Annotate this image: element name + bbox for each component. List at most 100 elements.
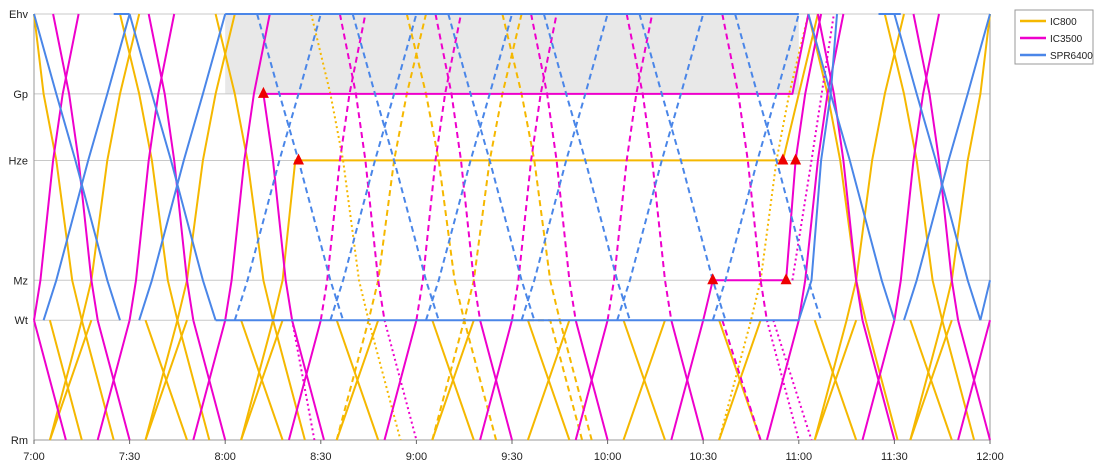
train-path-ic800-6 xyxy=(781,13,819,161)
train-path-ic800-8 xyxy=(405,13,498,441)
train-path-spr6400-15 xyxy=(542,13,631,321)
train-path-ic800-15 xyxy=(807,13,899,441)
train-path-ic800-37 xyxy=(527,319,584,441)
train-path-ic800-16 xyxy=(883,13,976,441)
legend: IC800 IC3500 SPR6400 xyxy=(1014,9,1094,65)
train-path-spr6400-16 xyxy=(638,13,727,321)
series-layer xyxy=(33,13,991,441)
train-path-ic3500-36 xyxy=(479,319,513,441)
train-path-ic3500-40 xyxy=(861,319,896,441)
train-path-ic800-32 xyxy=(526,319,571,441)
x-tick-label-11-00: 11:00 xyxy=(785,451,812,463)
train-path-spr6400-14 xyxy=(447,13,536,321)
train-path-ic800-0 xyxy=(33,13,115,441)
train-path-spr6400-9 xyxy=(425,13,513,321)
train-path-ic3500-18 xyxy=(816,13,864,321)
train-path-ic800-34 xyxy=(718,319,762,441)
train-path-ic3500-12 xyxy=(415,13,462,321)
train-path-ic3500-14 xyxy=(606,13,654,321)
train-path-ic3500-32 xyxy=(96,319,131,441)
train-path-ic800-14 xyxy=(909,13,991,441)
axis-layer: Ehv Gp Hze Mz Wt Rm 7:00 7:30 8:00 8:30 9:00 9:30 10… xyxy=(8,9,1003,463)
disruption-marker-0 xyxy=(257,86,269,98)
disruption-marker-5 xyxy=(780,273,792,285)
train-path-spr6400-18 xyxy=(734,13,823,321)
train-path-ic3500-38 xyxy=(670,319,705,441)
train-path-spr6400-2 xyxy=(42,13,131,321)
disruption-marker-4 xyxy=(707,273,719,285)
train-path-ic3500-1 xyxy=(147,13,195,321)
train-path-ic800-27 xyxy=(48,319,93,441)
train-path-ic3500-11 xyxy=(319,13,367,321)
series-spr6400 xyxy=(33,13,991,322)
x-tick-label-10-00: 10:00 xyxy=(594,451,622,463)
train-path-ic3500-16 xyxy=(721,13,768,321)
train-path-spr6400-19 xyxy=(797,13,838,321)
train-path-ic3500-8 xyxy=(434,13,482,321)
disruption-marker-3 xyxy=(790,153,802,165)
train-path-spr6400-24 xyxy=(979,280,991,321)
y-tick-label-hze: Hze xyxy=(8,155,28,167)
y-tick-label-rm: Rm xyxy=(11,435,28,447)
train-path-ic3500-39 xyxy=(765,319,800,441)
legend-label-ic3500: IC3500 xyxy=(1050,34,1083,45)
train-path-ic3500-4 xyxy=(224,13,271,321)
train-path-spr6400-20 xyxy=(807,13,896,321)
x-tick-label-8-30: 8:30 xyxy=(310,451,331,463)
x-tick-label-7-00: 7:00 xyxy=(23,451,44,463)
disruption-marker-layer xyxy=(257,86,802,285)
train-path-ic800-1 xyxy=(119,13,211,441)
train-path-ic3500-3 xyxy=(128,13,176,321)
train-path-spr6400-10 xyxy=(520,13,609,321)
train-path-ic800-12 xyxy=(718,13,810,441)
train-path-ic3500-7 xyxy=(338,13,386,321)
disruption-marker-1 xyxy=(292,153,304,165)
legend-label-ic800: IC800 xyxy=(1050,17,1077,28)
train-path-ic800-31 xyxy=(431,319,475,441)
train-path-ic3500-13 xyxy=(511,13,558,321)
train-path-spr6400-1 xyxy=(128,13,217,321)
train-path-ic800-30 xyxy=(335,319,380,441)
train-path-spr6400-7 xyxy=(233,13,322,321)
train-path-ic800-7 xyxy=(310,13,402,441)
train-path-ic3500-44 xyxy=(772,319,813,441)
x-tick-label-7-30: 7:30 xyxy=(119,451,140,463)
train-path-ic3500-5 xyxy=(263,13,810,95)
train-path-ic3500-10 xyxy=(625,13,673,321)
series-ic800 xyxy=(33,13,991,441)
train-path-ic3500-9 xyxy=(530,13,577,321)
x-tick-label-9-30: 9:30 xyxy=(501,451,522,463)
train-path-ic800-3 xyxy=(48,13,141,441)
train-path-ic3500-24 xyxy=(291,319,325,441)
disruption-marker-2 xyxy=(777,153,789,165)
train-path-ic800-28 xyxy=(144,319,188,441)
series-ic3500 xyxy=(33,13,991,441)
y-tick-label-mz: Mz xyxy=(13,275,28,287)
train-path-ic800-2 xyxy=(214,13,306,441)
x-tick-label-11-30: 11:30 xyxy=(881,451,908,463)
train-path-ic3500-42 xyxy=(291,320,316,441)
train-path-ic3500-41 xyxy=(957,319,991,441)
x-tick-label-10-30: 10:30 xyxy=(689,451,717,463)
train-path-ic800-13 xyxy=(813,13,905,441)
x-tick-label-12-00: 12:00 xyxy=(976,451,1004,463)
train-path-ic3500-33 xyxy=(192,319,227,441)
train-path-ic3500-19 xyxy=(912,13,960,321)
y-tick-label-ehv: Ehv xyxy=(9,9,28,21)
train-path-ic800-33 xyxy=(622,319,666,441)
train-path-ic3500-6 xyxy=(262,93,294,321)
train-path-spr6400-3 xyxy=(138,13,227,321)
x-tick-label-8-00: 8:00 xyxy=(214,451,235,463)
train-path-ic3500-0 xyxy=(52,13,99,321)
train-path-ic3500-43 xyxy=(721,319,762,441)
train-path-ic800-4 xyxy=(144,13,236,441)
train-path-ic3500-21 xyxy=(33,319,67,441)
train-path-spr6400-0 xyxy=(33,13,121,321)
legend-label-spr6400: SPR6400 xyxy=(1050,51,1093,62)
train-path-ic3500-15 xyxy=(702,13,823,321)
x-tick-label-9-00: 9:00 xyxy=(406,451,427,463)
train-path-ic3500-37 xyxy=(574,319,609,441)
train-path-ic800-17 xyxy=(48,319,83,441)
train-path-spr6400-8 xyxy=(329,13,418,321)
